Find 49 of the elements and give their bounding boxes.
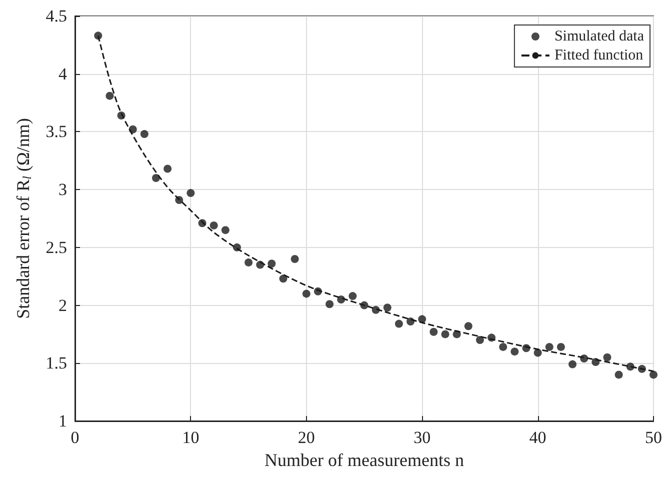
point	[279, 274, 288, 283]
y-tick-label: 3.5	[46, 122, 67, 142]
y-tick-label: 1.5	[46, 354, 67, 373]
point	[418, 315, 426, 324]
x-tick-label: 40	[529, 428, 546, 447]
y-tick-label: 4.5	[46, 6, 67, 26]
point	[441, 330, 450, 338]
point	[152, 174, 160, 182]
point	[348, 292, 357, 300]
x-tick-label: 50	[645, 428, 662, 447]
point	[430, 328, 438, 336]
x-tick-label: 10	[182, 428, 200, 447]
point	[556, 342, 565, 351]
point	[164, 164, 172, 173]
point	[268, 260, 276, 268]
x-tick-label: 0	[70, 428, 80, 447]
point	[394, 320, 403, 328]
point	[302, 290, 310, 298]
point	[186, 189, 195, 198]
y-tick-label: 2	[58, 296, 67, 315]
point	[383, 304, 392, 312]
point	[210, 221, 218, 230]
point	[476, 336, 484, 344]
point	[499, 342, 508, 351]
point	[140, 130, 148, 138]
point	[534, 348, 542, 357]
point	[290, 255, 299, 263]
point	[650, 370, 658, 379]
y-tick-label: 2.5	[46, 238, 67, 257]
point	[406, 317, 415, 326]
legend-label: Simulated data	[554, 28, 644, 44]
x-axis-title: Number of measurements n	[264, 450, 464, 470]
point	[568, 360, 577, 368]
y-tick-label: 4	[58, 64, 68, 84]
x-tick-label: 20	[298, 428, 315, 447]
point	[545, 342, 554, 351]
point	[464, 322, 472, 330]
point	[106, 92, 114, 100]
point	[614, 370, 623, 379]
y-axis-title: Standard error of Rl (Ω/nm)	[13, 118, 34, 319]
point	[326, 300, 334, 308]
point	[244, 258, 253, 266]
legend-label: Fitted function	[554, 48, 644, 64]
y-tick-label: 1	[58, 412, 67, 430]
point	[510, 348, 519, 356]
point	[603, 353, 612, 362]
x-tick-label: 30	[414, 428, 431, 447]
y-tick-label: 3	[58, 180, 67, 200]
point	[221, 226, 230, 234]
